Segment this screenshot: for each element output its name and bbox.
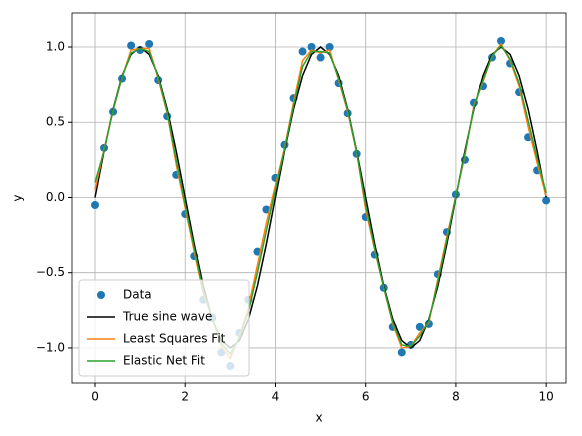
x-tick-label: 10: [539, 390, 554, 404]
data-point: [145, 39, 154, 48]
data-point: [316, 53, 325, 62]
data-point: [307, 43, 316, 52]
data-point: [91, 200, 100, 209]
data-point: [325, 43, 334, 52]
y-tick-label: −0.5: [36, 265, 65, 279]
data-point: [424, 319, 433, 328]
data-point: [542, 196, 551, 205]
x-tick-label: 2: [181, 390, 189, 404]
data-point: [415, 322, 424, 331]
y-tick-label: 0.0: [46, 190, 65, 204]
data-point: [127, 41, 136, 50]
y-axis-label: y: [11, 194, 25, 201]
legend: Data True sine wave Least Squares Fit Elast…: [78, 279, 250, 377]
legend-label: Elastic Net Fit: [123, 354, 205, 368]
data-point: [397, 348, 406, 357]
x-tick-label: 8: [452, 390, 460, 404]
series-line: [94, 44, 547, 356]
x-tick-label: 0: [91, 390, 99, 404]
legend-label: Data: [123, 288, 152, 302]
y-tick-label: −1.0: [36, 340, 65, 354]
x-tick-label: 4: [272, 390, 280, 404]
legend-label: Least Squares Fit: [123, 332, 226, 346]
legend-marker: [97, 291, 105, 299]
y-tick-label: 0.5: [46, 115, 65, 129]
x-axis-label: x: [315, 411, 322, 425]
legend-box: [78, 279, 250, 377]
x-tick-label: 6: [362, 390, 370, 404]
data-point: [298, 47, 307, 56]
y-tick-label: 1.0: [46, 40, 65, 54]
legend-label: True sine wave: [122, 310, 212, 324]
data-point: [497, 36, 506, 45]
plot-frame: [71, 12, 567, 384]
